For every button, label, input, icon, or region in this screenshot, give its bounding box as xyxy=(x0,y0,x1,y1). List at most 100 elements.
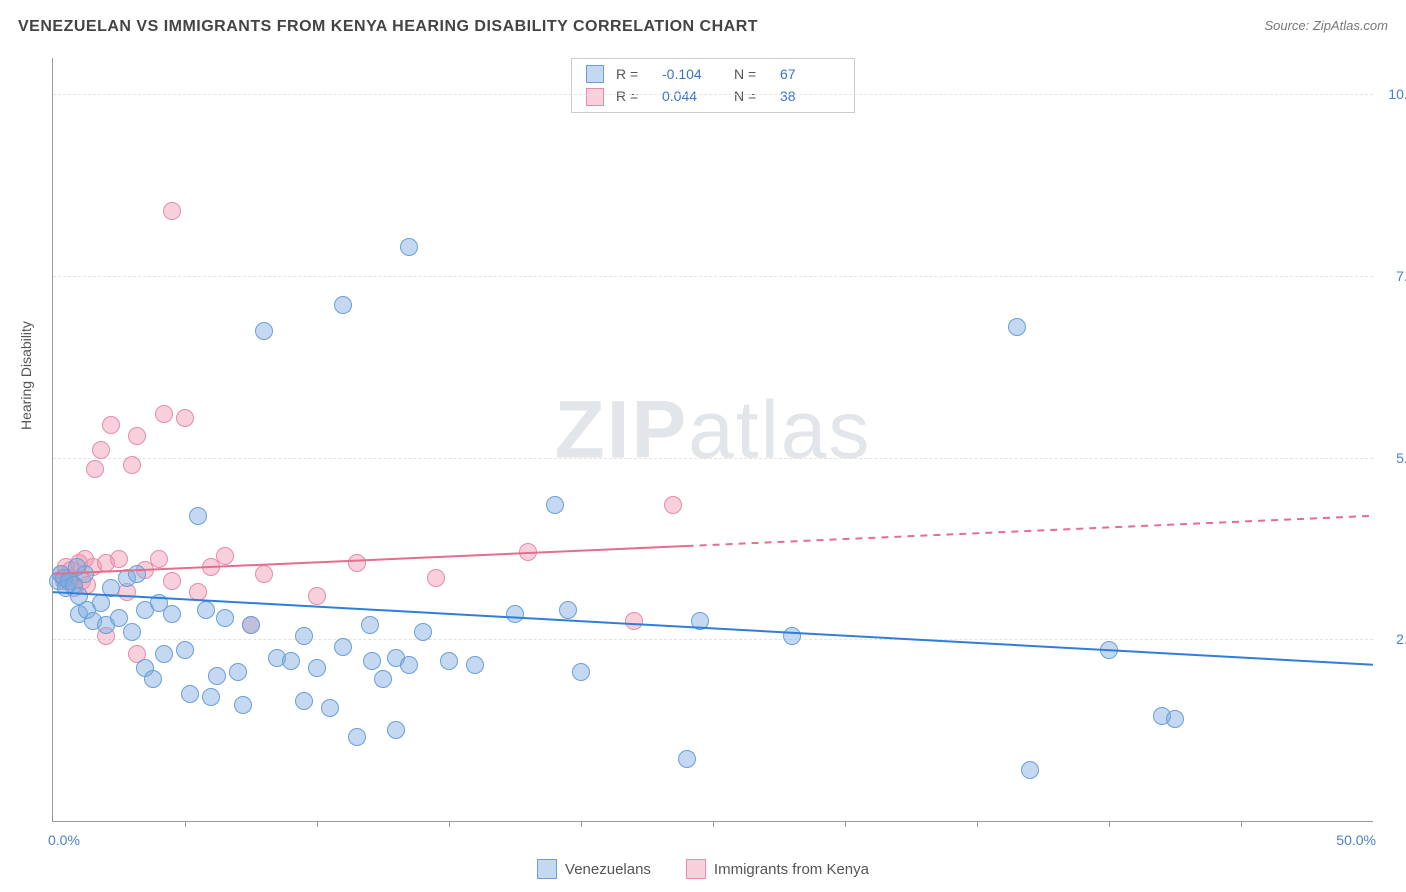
data-point-kenya xyxy=(163,202,181,220)
data-point-kenya xyxy=(86,460,104,478)
data-point-venezuelan xyxy=(400,656,418,674)
data-point-venezuelan xyxy=(414,623,432,641)
data-point-kenya xyxy=(92,441,110,459)
watermark: ZIPatlas xyxy=(555,383,872,477)
x-tick xyxy=(185,821,186,827)
x-tick xyxy=(845,821,846,827)
data-point-kenya xyxy=(664,496,682,514)
legend-row-kenya: R =0.044 N =38 xyxy=(586,85,840,107)
y-tick-label: 5.0% xyxy=(1396,450,1406,466)
data-point-kenya xyxy=(150,550,168,568)
data-point-venezuelan xyxy=(144,670,162,688)
data-point-venezuelan xyxy=(189,507,207,525)
data-point-venezuelan xyxy=(1008,318,1026,336)
x-axis-end-label: 50.0% xyxy=(1336,832,1376,848)
legend-swatch-icon xyxy=(537,859,557,879)
data-point-kenya xyxy=(176,409,194,427)
data-point-venezuelan xyxy=(783,627,801,645)
legend-row-venezuelans: R =-0.104 N =67 xyxy=(586,63,840,85)
data-point-kenya xyxy=(348,554,366,572)
legend-item-kenya: Immigrants from Kenya xyxy=(686,859,869,879)
data-point-venezuelan xyxy=(1100,641,1118,659)
data-point-venezuelan xyxy=(308,659,326,677)
data-point-kenya xyxy=(519,543,537,561)
data-point-venezuelan xyxy=(546,496,564,514)
data-point-venezuelan xyxy=(295,692,313,710)
x-tick xyxy=(581,821,582,827)
x-tick xyxy=(977,821,978,827)
data-point-venezuelan xyxy=(102,579,120,597)
data-point-venezuelan xyxy=(176,641,194,659)
data-point-kenya xyxy=(255,565,273,583)
gridline xyxy=(53,276,1373,277)
data-point-venezuelan xyxy=(110,609,128,627)
data-point-kenya xyxy=(110,550,128,568)
data-point-kenya xyxy=(123,456,141,474)
data-point-kenya xyxy=(427,569,445,587)
data-point-kenya xyxy=(163,572,181,590)
legend-swatch-venezuelans xyxy=(586,65,604,83)
data-point-venezuelan xyxy=(295,627,313,645)
data-point-venezuelan xyxy=(1166,710,1184,728)
data-point-venezuelan xyxy=(197,601,215,619)
gridline xyxy=(53,639,1373,640)
data-point-venezuelan xyxy=(242,616,260,634)
data-point-venezuelan xyxy=(374,670,392,688)
data-point-venezuelan xyxy=(572,663,590,681)
data-point-venezuelan xyxy=(68,558,86,576)
y-axis-label: Hearing Disability xyxy=(18,321,34,430)
data-point-venezuelan xyxy=(466,656,484,674)
legend-swatch-icon xyxy=(686,859,706,879)
data-point-venezuelan xyxy=(387,721,405,739)
data-point-venezuelan xyxy=(334,296,352,314)
data-point-venezuelan xyxy=(691,612,709,630)
x-tick xyxy=(317,821,318,827)
data-point-venezuelan xyxy=(321,699,339,717)
data-point-venezuelan xyxy=(678,750,696,768)
gridline xyxy=(53,458,1373,459)
data-point-kenya xyxy=(216,547,234,565)
data-point-venezuelan xyxy=(216,609,234,627)
x-tick xyxy=(1241,821,1242,827)
data-point-kenya xyxy=(308,587,326,605)
series-legend: Venezuelans Immigrants from Kenya xyxy=(537,859,869,879)
data-point-venezuelan xyxy=(163,605,181,623)
legend-swatch-kenya xyxy=(586,88,604,106)
x-tick xyxy=(449,821,450,827)
data-point-venezuelan xyxy=(559,601,577,619)
data-point-venezuelan xyxy=(334,638,352,656)
data-point-venezuelan xyxy=(440,652,458,670)
data-point-venezuelan xyxy=(255,322,273,340)
data-point-venezuelan xyxy=(229,663,247,681)
correlation-legend: R =-0.104 N =67 R =0.044 N =38 xyxy=(571,58,855,113)
data-point-venezuelan xyxy=(363,652,381,670)
x-tick xyxy=(713,821,714,827)
data-point-venezuelan xyxy=(506,605,524,623)
data-point-venezuelan xyxy=(155,645,173,663)
data-point-venezuelan xyxy=(208,667,226,685)
data-point-venezuelan xyxy=(181,685,199,703)
data-point-venezuelan xyxy=(123,623,141,641)
data-point-venezuelan xyxy=(400,238,418,256)
y-tick-label: 7.5% xyxy=(1396,268,1406,284)
data-point-kenya xyxy=(102,416,120,434)
data-point-kenya xyxy=(189,583,207,601)
data-point-kenya xyxy=(128,427,146,445)
data-point-venezuelan xyxy=(234,696,252,714)
chart-title: VENEZUELAN VS IMMIGRANTS FROM KENYA HEAR… xyxy=(18,18,758,35)
data-point-venezuelan xyxy=(348,728,366,746)
data-point-venezuelan xyxy=(128,565,146,583)
y-tick-label: 10.0% xyxy=(1388,86,1406,102)
data-point-kenya xyxy=(155,405,173,423)
data-point-venezuelan xyxy=(1021,761,1039,779)
y-tick-label: 2.5% xyxy=(1396,631,1406,647)
data-point-venezuelan xyxy=(202,688,220,706)
data-point-kenya xyxy=(625,612,643,630)
gridline xyxy=(53,94,1373,95)
data-point-venezuelan xyxy=(361,616,379,634)
data-point-venezuelan xyxy=(282,652,300,670)
x-axis-start-label: 0.0% xyxy=(48,832,80,848)
x-tick xyxy=(1109,821,1110,827)
legend-item-venezuelans: Venezuelans xyxy=(537,859,651,879)
plot-area: ZIPatlas R =-0.104 N =67 R =0.044 N =38 … xyxy=(52,58,1373,822)
